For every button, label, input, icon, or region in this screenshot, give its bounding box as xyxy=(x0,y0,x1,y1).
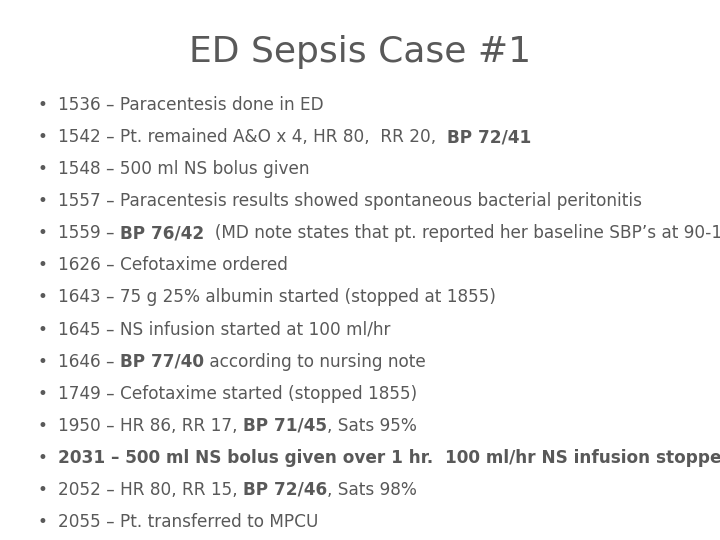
Text: •: • xyxy=(37,321,47,339)
Text: 1542 – Pt. remained A&O x 4, HR 80,  RR 20,: 1542 – Pt. remained A&O x 4, HR 80, RR 2… xyxy=(58,128,447,146)
Text: •: • xyxy=(37,449,47,467)
Text: 1749 – Cefotaxime started (stopped 1855): 1749 – Cefotaxime started (stopped 1855) xyxy=(58,384,417,403)
Text: •: • xyxy=(37,353,47,370)
Text: •: • xyxy=(37,384,47,403)
Text: (MD note states that pt. reported her baseline SBP’s at 90-100’s): (MD note states that pt. reported her ba… xyxy=(204,224,720,242)
Text: BP 71/45: BP 71/45 xyxy=(243,417,327,435)
Text: BP 72/46: BP 72/46 xyxy=(243,481,328,499)
Text: 1559 –: 1559 – xyxy=(58,224,120,242)
Text: 1626 – Cefotaxime ordered: 1626 – Cefotaxime ordered xyxy=(58,256,288,274)
Text: 2052 – HR 80, RR 15,: 2052 – HR 80, RR 15, xyxy=(58,481,243,499)
Text: •: • xyxy=(37,192,47,210)
Text: •: • xyxy=(37,160,47,178)
Text: •: • xyxy=(37,128,47,146)
Text: •: • xyxy=(37,224,47,242)
Text: BP 72/41: BP 72/41 xyxy=(447,128,531,146)
Text: ED Sepsis Case #1: ED Sepsis Case #1 xyxy=(189,35,531,69)
Text: 1536 – Paracentesis done in ED: 1536 – Paracentesis done in ED xyxy=(58,96,323,114)
Text: 1557 – Paracentesis results showed spontaneous bacterial peritonitis: 1557 – Paracentesis results showed spont… xyxy=(58,192,642,210)
Text: , Sats 95%: , Sats 95% xyxy=(327,417,417,435)
Text: , Sats 98%: , Sats 98% xyxy=(328,481,417,499)
Text: •: • xyxy=(37,513,47,531)
Text: •: • xyxy=(37,417,47,435)
Text: 1950 – HR 86, RR 17,: 1950 – HR 86, RR 17, xyxy=(58,417,243,435)
Text: 1548 – 500 ml NS bolus given: 1548 – 500 ml NS bolus given xyxy=(58,160,310,178)
Text: 2055 – Pt. transferred to MPCU: 2055 – Pt. transferred to MPCU xyxy=(58,513,318,531)
Text: •: • xyxy=(37,96,47,114)
Text: BP 76/42: BP 76/42 xyxy=(120,224,204,242)
Text: •: • xyxy=(37,256,47,274)
Text: 1645 – NS infusion started at 100 ml/hr: 1645 – NS infusion started at 100 ml/hr xyxy=(58,321,390,339)
Text: •: • xyxy=(37,481,47,499)
Text: 2031 – 500 ml NS bolus given over 1 hr.  100 ml/hr NS infusion stopped.: 2031 – 500 ml NS bolus given over 1 hr. … xyxy=(58,449,720,467)
Text: 1646 –: 1646 – xyxy=(58,353,120,370)
Text: according to nursing note: according to nursing note xyxy=(204,353,426,370)
Text: BP 77/40: BP 77/40 xyxy=(120,353,204,370)
Text: •: • xyxy=(37,288,47,307)
Text: 1643 – 75 g 25% albumin started (stopped at 1855): 1643 – 75 g 25% albumin started (stopped… xyxy=(58,288,496,307)
